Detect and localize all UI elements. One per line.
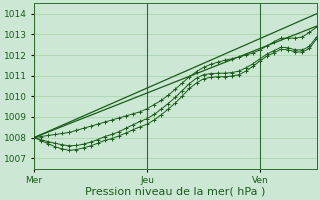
X-axis label: Pression niveau de la mer( hPa ): Pression niveau de la mer( hPa ) [85, 187, 266, 197]
